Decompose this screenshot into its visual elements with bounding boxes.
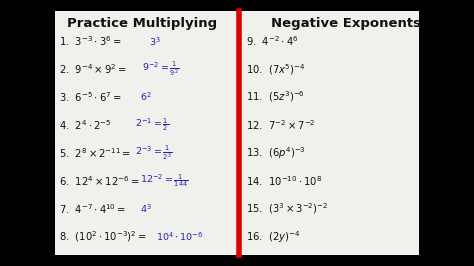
Text: 10.  $(7x^5)^{-4}$: 10. $(7x^5)^{-4}$: [246, 62, 306, 77]
Text: 7.  $4^{-7} \cdot 4^{10} =$: 7. $4^{-7} \cdot 4^{10} =$: [59, 202, 126, 216]
Text: $3^3$: $3^3$: [149, 35, 161, 48]
Text: 8.  $(10^2 \cdot 10^{-3})^2 =$: 8. $(10^2 \cdot 10^{-3})^2 =$: [59, 229, 147, 244]
Text: $4^3$: $4^3$: [140, 202, 152, 215]
Text: $2^{-3} = \frac{1}{2^3}$: $2^{-3} = \frac{1}{2^3}$: [135, 144, 173, 162]
FancyBboxPatch shape: [55, 11, 419, 255]
Text: $9^{-2} = \frac{1}{9^2}$: $9^{-2} = \frac{1}{9^2}$: [142, 60, 180, 78]
Text: 3.  $6^{-5} \cdot 6^7 =$: 3. $6^{-5} \cdot 6^7 =$: [59, 90, 122, 104]
Text: 11.  $(5z^3)^{-6}$: 11. $(5z^3)^{-6}$: [246, 90, 305, 105]
Text: $12^{-2} = \frac{1}{144}$: $12^{-2} = \frac{1}{144}$: [140, 172, 188, 189]
Text: 5.  $2^8 \times 2^{-11} =$: 5. $2^8 \times 2^{-11} =$: [59, 146, 131, 160]
Text: Negative Exponents: Negative Exponents: [271, 17, 421, 30]
Text: 16.  $(2y)^{-4}$: 16. $(2y)^{-4}$: [246, 229, 301, 245]
Text: 15.  $(3^3 \times 3^{-2})^{-2}$: 15. $(3^3 \times 3^{-2})^{-2}$: [246, 201, 329, 216]
Text: $10^4 \cdot 10^{-6}$: $10^4 \cdot 10^{-6}$: [156, 230, 203, 243]
Text: $6^2$: $6^2$: [140, 91, 152, 103]
Text: $2^{-1} = \frac{1}{2}$: $2^{-1} = \frac{1}{2}$: [135, 117, 169, 134]
Text: 2.  $9^{-4} \times 9^2 =$: 2. $9^{-4} \times 9^2 =$: [59, 62, 127, 76]
Text: 6.  $12^4 \times 12^{-6} =$: 6. $12^4 \times 12^{-6} =$: [59, 174, 140, 188]
Text: 13.  $(6p^4)^{-3}$: 13. $(6p^4)^{-3}$: [246, 145, 306, 161]
Text: 12.  $7^{-2} \times 7^{-2}$: 12. $7^{-2} \times 7^{-2}$: [246, 118, 316, 132]
Text: Practice Multiplying: Practice Multiplying: [67, 17, 217, 30]
Text: 4.  $2^4 \cdot 2^{-5}$: 4. $2^4 \cdot 2^{-5}$: [59, 118, 111, 132]
Text: 14.  $10^{-10} \cdot 10^8$: 14. $10^{-10} \cdot 10^8$: [246, 174, 322, 188]
Text: 1.  $3^{-3} \cdot 3^6 =$: 1. $3^{-3} \cdot 3^6 =$: [59, 34, 122, 48]
Text: 9.  $4^{-2} \cdot 4^6$: 9. $4^{-2} \cdot 4^6$: [246, 34, 299, 48]
